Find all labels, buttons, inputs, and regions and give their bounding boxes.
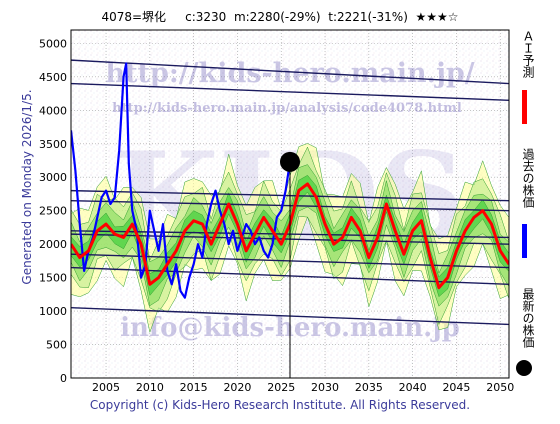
x-tick-label: 2025 (267, 381, 295, 394)
watermark-analysis-url: http://kids-hero.main.jp/analysis/code40… (112, 101, 462, 116)
chart-header: 4078=堺化 c:3230 m:2280(-29%) t:2221(-31%)… (0, 8, 560, 25)
x-tick-label: 2030 (311, 381, 339, 394)
model-price: m:2280(-29%) (233, 10, 321, 24)
copyright-footer: Copyright (c) Kids-Hero Research Institu… (89, 398, 471, 412)
legend: ＡＩ予測 過去の株価 最新の株価 (512, 30, 542, 380)
target-price: t:2221(-31%) (328, 10, 408, 24)
y-tick-label: 3000 (39, 171, 67, 184)
generated-date-label: Generated on Monday 2026/1/5. (20, 89, 34, 285)
x-tick-label: 2050 (486, 381, 514, 394)
trend-line (71, 59, 509, 85)
y-axis-ticks: 0 500 1000 1500 2000 2500 3000 3500 4000 4500 5000 (39, 37, 67, 385)
y-tick-label: 2500 (39, 205, 67, 218)
legend-ai-swatch (522, 90, 527, 124)
rating-stars: ★★★☆ (415, 10, 459, 24)
x-tick-label: 2045 (442, 381, 470, 394)
current-price: c:3230 (185, 10, 227, 24)
forecast-band (71, 175, 509, 298)
y-tick-label: 0 (60, 372, 67, 385)
y-tick-label: 2000 (39, 238, 67, 251)
y-tick-label: 1000 (39, 305, 67, 318)
x-tick-label: 2035 (355, 381, 383, 394)
latest-price-marker (280, 151, 300, 172)
x-tick-label: 2010 (136, 381, 164, 394)
y-tick-label: 1500 (39, 272, 67, 285)
watermark-url: http://kids-hero.main.jp/ (105, 58, 474, 89)
x-tick-label: 2005 (92, 381, 120, 394)
y-tick-label: 5000 (39, 37, 67, 50)
y-tick-label: 500 (46, 339, 67, 352)
legend-latest-label: 最新の株価 (521, 288, 535, 348)
x-axis-ticks: 2005 2010 2015 2020 2025 2030 2035 2040 2045 2050 (92, 381, 514, 394)
trend-line (71, 82, 509, 101)
y-tick-label: 4500 (39, 71, 67, 84)
legend-latest-dot (516, 360, 532, 376)
y-tick-label: 3500 (39, 138, 67, 151)
x-tick-label: 2040 (399, 381, 427, 394)
y-tick-label: 4000 (39, 104, 67, 117)
stock-code: 4078=堺化 (101, 10, 167, 24)
legend-past-swatch (522, 224, 527, 258)
plot-frame (70, 29, 510, 379)
x-tick-label: 2020 (223, 381, 251, 394)
x-tick-label: 2015 (180, 381, 208, 394)
legend-ai-label: ＡＩ予測 (521, 30, 535, 78)
legend-past-label: 過去の株価 (521, 148, 535, 208)
